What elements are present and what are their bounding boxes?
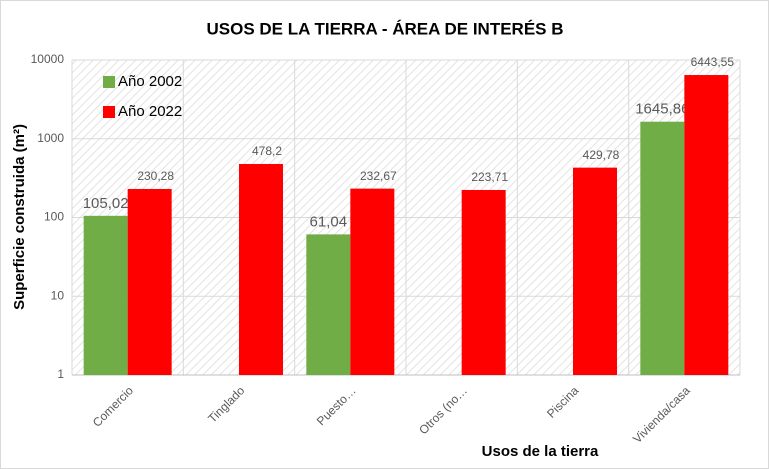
data-label: 105,02 — [83, 195, 129, 212]
legend-label: Año 2022 — [118, 103, 182, 120]
bar — [461, 189, 506, 375]
data-label: 429,78 — [583, 148, 620, 162]
y-axis-title: Superficie construida (m²) — [11, 124, 28, 310]
y-tick-label: 10 — [51, 288, 65, 302]
legend-swatch — [103, 106, 115, 118]
bar — [306, 234, 351, 375]
data-label: 223,71 — [471, 170, 508, 184]
data-label: 6443,55 — [691, 55, 735, 69]
bar — [83, 215, 128, 375]
y-tick-label: 100 — [44, 210, 64, 224]
data-label: 230,28 — [137, 169, 174, 183]
data-label: 232,67 — [360, 169, 397, 183]
data-label: 1645,86 — [635, 101, 689, 118]
y-tick-label: 1 — [57, 367, 64, 381]
data-label: 61,04 — [310, 213, 348, 230]
bar — [573, 167, 617, 375]
legend-swatch — [103, 76, 115, 88]
bar — [684, 75, 729, 376]
bar — [127, 188, 172, 375]
data-label: 478,2 — [252, 144, 282, 158]
bar — [239, 163, 283, 375]
y-tick-label: 1000 — [37, 131, 64, 145]
bar — [640, 121, 685, 375]
bar — [350, 188, 395, 375]
y-tick-label: 10000 — [31, 52, 65, 66]
x-axis-title: Usos de la tierra — [482, 443, 599, 460]
chart-title: USOS DE LA TIERRA - ÁREA DE INTERÉS B — [206, 19, 563, 38]
legend-label: Año 2002 — [118, 73, 182, 90]
